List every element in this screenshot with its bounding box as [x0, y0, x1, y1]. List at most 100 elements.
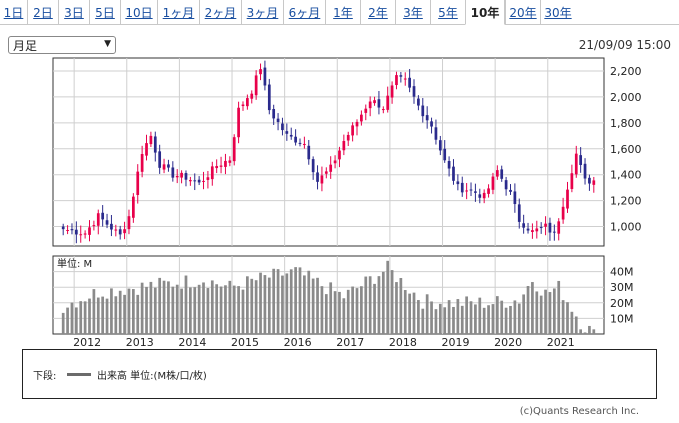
candle-body [539, 227, 543, 229]
candle-body [548, 222, 552, 233]
volume-bar [210, 280, 214, 334]
volume-bar [101, 296, 105, 334]
candle-body [272, 108, 276, 119]
volume-tick-label: 30M [610, 281, 634, 294]
volume-bar [570, 311, 574, 334]
volume-panel [52, 255, 605, 335]
candle-body [110, 223, 113, 230]
candle-body [219, 165, 223, 167]
candle-body [171, 167, 175, 178]
candle-body [460, 182, 464, 193]
tab-10[interactable]: 1年 [325, 0, 360, 24]
volume-bar [574, 316, 578, 334]
volume-bar [105, 298, 109, 334]
candle-body [408, 77, 411, 88]
tab-6[interactable]: 1ヶ月 [157, 0, 199, 24]
tab-13[interactable]: 5年 [430, 0, 465, 24]
candle-body [517, 204, 521, 222]
candle-body [465, 190, 468, 192]
tab-3[interactable]: 3日 [58, 0, 89, 24]
volume-bar [346, 289, 350, 334]
candle-body [535, 228, 539, 232]
tab-4[interactable]: 5日 [89, 0, 120, 24]
volume-bar [487, 305, 490, 334]
legend-box: 下段: 出来高 単位:(M株/口/枚) [22, 349, 657, 399]
volume-bar [504, 307, 508, 334]
tab-11[interactable]: 2年 [360, 0, 395, 24]
candle-body [395, 75, 398, 86]
volume-bar [531, 282, 534, 334]
volume-bar [92, 289, 96, 334]
candle-body [224, 160, 227, 167]
candle-body [434, 127, 438, 140]
candle-body [145, 143, 148, 156]
candle-body [83, 233, 87, 235]
x-tick-label: 2017 [336, 336, 364, 349]
candle-body [118, 229, 122, 235]
candle-body [92, 225, 96, 227]
volume-bar [193, 287, 197, 334]
volume-bar [140, 282, 144, 334]
candle-body [588, 177, 591, 184]
volume-bar [189, 287, 192, 334]
volume-bar [460, 305, 464, 334]
candle-body [430, 121, 433, 127]
volume-bar [539, 295, 543, 334]
candle-body [346, 134, 350, 141]
candle-body [101, 212, 105, 220]
volume-bar [408, 293, 411, 334]
tab-16[interactable]: 30年 [540, 0, 575, 24]
candle-body [307, 145, 311, 160]
volume-tick-label: 10M [610, 312, 634, 325]
candle-body [417, 98, 420, 106]
candle-body [469, 189, 473, 191]
candle-body [351, 125, 354, 136]
tab-1[interactable]: 1日 [3, 5, 24, 20]
candle-body [74, 229, 78, 235]
volume-bar [447, 300, 451, 334]
volume-bar [552, 288, 556, 334]
volume-bar [281, 275, 284, 334]
x-tick-label: 2015 [231, 336, 259, 349]
tab-12[interactable]: 3年 [395, 0, 430, 24]
tab-7[interactable]: 2ヶ月 [199, 0, 241, 24]
candle-body [500, 169, 504, 179]
interval-select[interactable]: 月足 ▼ [8, 36, 116, 54]
candle-body [526, 228, 530, 231]
volume-bar [110, 288, 113, 334]
volume-bar [434, 309, 438, 334]
candle-body [579, 155, 583, 165]
volume-bar [272, 268, 276, 334]
volume-bar [246, 276, 249, 334]
candle-body [509, 189, 512, 192]
volume-bar [289, 269, 293, 334]
volume-bar [127, 288, 131, 334]
candle-body [193, 180, 197, 182]
x-tick-label: 2018 [389, 336, 417, 349]
tab-14[interactable]: 10年 [465, 0, 505, 25]
candle-body [259, 69, 262, 75]
volume-bar [535, 291, 539, 334]
volume-bar [206, 288, 210, 334]
candle-body [276, 118, 280, 123]
tab-2[interactable]: 2日 [27, 0, 58, 24]
price-tick-label: 1,800 [610, 117, 642, 130]
tab-8[interactable]: 3ヶ月 [241, 0, 283, 24]
volume-bar [342, 298, 346, 334]
volume-bar [509, 305, 512, 334]
candle-body [487, 188, 490, 194]
legend-label: 下段: [33, 371, 57, 382]
tab-5[interactable]: 10日 [120, 0, 157, 24]
volume-bar [184, 275, 188, 334]
volume-bar [360, 286, 363, 334]
tab-9[interactable]: 6ヶ月 [283, 0, 325, 24]
volume-bar [276, 269, 280, 334]
candle-body [61, 226, 65, 230]
tab-15[interactable]: 20年 [505, 0, 540, 24]
candle-body [254, 75, 258, 96]
volume-bar [561, 300, 565, 334]
candle-body [381, 109, 385, 111]
volume-tick-label: 40M [610, 266, 634, 279]
volume-bar [377, 276, 381, 334]
volume-bar [316, 277, 319, 334]
